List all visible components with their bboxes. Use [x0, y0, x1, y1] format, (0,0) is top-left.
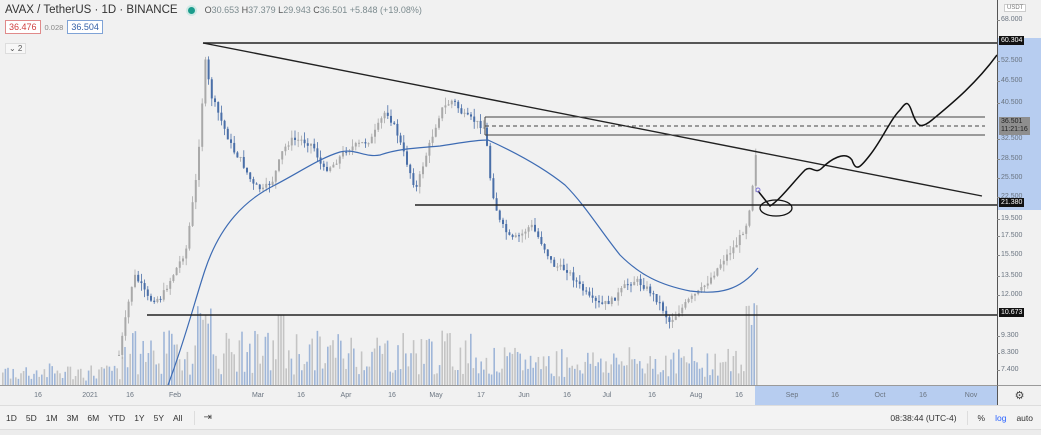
range-ytd-button[interactable]: YTD [108, 412, 126, 423]
volume-bars [2, 303, 758, 385]
range-all-button[interactable]: All [173, 412, 183, 423]
price-axis-label: 19.500 [996, 215, 1023, 222]
range-5y-button[interactable]: 5Y [153, 412, 164, 423]
time-axis-label: 16 [831, 392, 839, 399]
time-axis-label: 16 [388, 392, 396, 399]
time-axis-label: 16 [919, 392, 927, 399]
price-axis-label: 68.000 [996, 16, 1023, 23]
spread-value: 0.028 [44, 22, 64, 32]
auto-scale-toggle[interactable]: auto [1016, 413, 1033, 423]
price-axis-label: 8.300 [997, 349, 1019, 356]
drawing-anchor-handle [755, 187, 761, 193]
time-axis[interactable]: 16 2021 16 Feb Mar 16 Apr 16 May 17 Jun 16 Jul 16 Aug 1… [0, 385, 997, 406]
range-1y-button[interactable]: 1Y [134, 412, 145, 423]
toolbar-divider [194, 410, 196, 425]
price-axis-label: 7.400 [997, 366, 1019, 373]
price-axis-label: 13.500 [996, 272, 1023, 279]
price-axis-label: 52.500 [996, 57, 1023, 64]
time-axis-highlight [755, 386, 997, 406]
range-5d-button[interactable]: 5D [25, 412, 37, 423]
price-axis-label: 17.500 [996, 232, 1023, 239]
buy-price-button[interactable]: 36.504 [67, 20, 103, 34]
time-axis-label: Nov [964, 392, 978, 399]
time-axis-label: Sep [785, 392, 799, 399]
price-axis-label: 22.500 [996, 193, 1023, 200]
gear-icon: ⚙ [1014, 390, 1025, 402]
time-axis-label: Jul [602, 392, 612, 399]
price-chart-canvas[interactable] [0, 0, 997, 385]
range-3m-button[interactable]: 3M [66, 412, 79, 423]
price-axis-label: 32.500 [996, 135, 1023, 142]
time-axis-label: May [429, 392, 443, 399]
time-axis-label: Aug [689, 392, 703, 399]
toolbar-divider [966, 411, 968, 425]
go-to-date-icon[interactable]: ⇥ [203, 412, 212, 423]
price-axis-label: 40.500 [996, 99, 1023, 106]
price-axis-label: 9.300 [997, 332, 1019, 339]
time-axis-label: 16 [648, 392, 656, 399]
moving-average-line [167, 139, 759, 385]
price-axis-label: 15.500 [996, 251, 1023, 258]
percent-scale-toggle[interactable]: % [977, 413, 986, 423]
chart-pane[interactable]: AVAX / TetherUS · 1D · BINANCE O30.653 H… [0, 0, 997, 385]
chart-legend: AVAX / TetherUS · 1D · BINANCE O30.653 H… [5, 4, 422, 56]
time-axis-label: 16 [34, 392, 42, 399]
symbol-title[interactable]: AVAX / TetherUS · 1D · BINANCE [5, 4, 178, 16]
indicators-toggle-button[interactable]: ⌄ 2 [5, 43, 27, 54]
time-axis-label: 16 [126, 392, 134, 399]
horizontal-line-price-tag: 21.380 [999, 198, 1025, 207]
range-1m-button[interactable]: 1M [45, 412, 58, 423]
range-1d-button[interactable]: 1D [6, 412, 17, 423]
price-axis-label: 12.000 [996, 291, 1023, 298]
time-axis-label: 16 [735, 392, 743, 399]
time-axis-label: Apr [340, 392, 352, 399]
range-6m-button[interactable]: 6M [87, 412, 100, 423]
time-axis-label: Oct [874, 392, 886, 399]
time-axis-label: 17 [477, 392, 485, 399]
footer-strip [0, 429, 1041, 435]
projection-path [757, 54, 997, 207]
descending-trendline [202, 42, 983, 197]
price-axis-label: 28.500 [996, 155, 1023, 162]
chart-settings-button[interactable]: ⚙ [997, 385, 1041, 405]
sell-price-button[interactable]: 36.476 [5, 20, 41, 34]
market-open-status-icon [187, 6, 195, 14]
time-axis-label: 16 [297, 392, 305, 399]
bottom-toolbar: 1D 5D 1M 3M 6M YTD 1Y 5Y All ⇥ 08:38:44 … [0, 405, 1041, 429]
time-axis-label: Jun [518, 392, 530, 399]
candlesticks [118, 56, 757, 359]
time-axis-label: 2021 [82, 392, 98, 399]
time-axis-label: Mar [251, 392, 265, 399]
horizontal-line-price-tag: 10.673 [999, 308, 1025, 317]
retest-ellipse [759, 199, 793, 217]
time-axis-label: Feb [168, 392, 182, 399]
clock-timezone[interactable]: 08:38:44 (UTC-4) [890, 413, 957, 423]
horizontal-line-price-tag: 60.304 [999, 36, 1025, 45]
log-scale-toggle[interactable]: log [995, 413, 1007, 423]
price-axis-label: 25.500 [996, 174, 1023, 181]
time-axis-label: 16 [563, 392, 571, 399]
current-price-tag: 36.501 11:21:16 [999, 117, 1030, 135]
price-axis-label: 46.500 [996, 77, 1023, 84]
price-axis[interactable]: USDT 68.000 52.500 46.500 40.500 32.500 28.50… [996, 0, 1041, 385]
ohlc-values: O30.653 H37.379 L29.943 C36.501 +5.848 (… [204, 5, 422, 15]
currency-unit-badge[interactable]: USDT [1004, 4, 1027, 12]
